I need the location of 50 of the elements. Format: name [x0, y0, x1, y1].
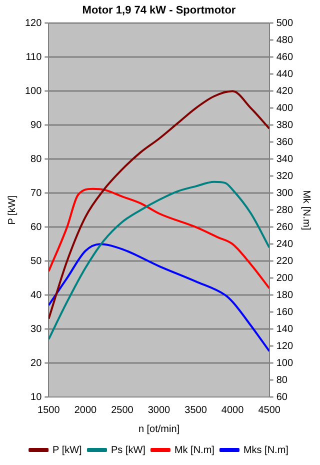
y2-tick-label: 480: [276, 34, 294, 46]
y2-tick-label: 380: [276, 120, 294, 131]
y2-tick-label: 460: [276, 52, 294, 63]
x-tick-label: 2000: [74, 404, 98, 416]
y-tick-label: 30: [30, 324, 42, 335]
y2-tick-label: 220: [276, 256, 294, 267]
y2-tick-label: 120: [276, 340, 294, 352]
y-tick-label: 20: [30, 358, 42, 369]
legend-label: Mks [N.m]: [243, 444, 289, 456]
y-tick-label: 80: [30, 154, 42, 165]
y2-tick-label: 180: [276, 290, 294, 301]
y2-tick-label: 500: [276, 18, 294, 29]
y2-tick-label: 140: [276, 324, 294, 335]
y2-tick-label: 200: [276, 272, 294, 284]
y2-axis-title: Mk [N.m]: [300, 190, 312, 230]
y2-tick-label: 240: [276, 238, 294, 250]
x-tick-label: 2500: [111, 404, 134, 416]
y-tick-label: 50: [30, 256, 42, 267]
legend-label: P [kW]: [52, 444, 82, 456]
x-tick-label: 1500: [38, 404, 60, 416]
y-tick-label: 120: [24, 18, 42, 29]
y2-tick-label: 360: [276, 136, 294, 148]
x-tick-label: 4000: [221, 404, 244, 416]
y2-tick-label: 280: [276, 204, 294, 216]
y2-tick-label: 100: [276, 358, 294, 369]
y2-tick-label: 420: [276, 86, 294, 97]
y2-tick-label: 400: [276, 102, 294, 114]
y-tick-label: 100: [24, 86, 42, 97]
chart-title: Motor 1,9 74 kW - Sportmotor: [82, 4, 236, 17]
y2-tick-label: 160: [276, 306, 294, 318]
x-tick-label: 3000: [148, 404, 171, 416]
y-tick-label: 60: [30, 222, 42, 233]
legend-label: Ps [kW]: [111, 444, 146, 456]
y-tick-label: 90: [30, 120, 42, 131]
y2-tick-label: 260: [276, 222, 294, 233]
y-axis-title: P [kW]: [6, 195, 18, 225]
x-tick-label: 4500: [258, 404, 281, 416]
legend-label: Mk [N.m]: [174, 444, 215, 456]
x-tick-label: 3500: [184, 404, 208, 416]
x-axis-title: n [ot/min]: [138, 424, 180, 435]
y-tick-label: 10: [30, 392, 42, 403]
y2-tick-label: 60: [276, 392, 288, 403]
y-tick-label: 40: [30, 290, 42, 301]
y2-tick-label: 440: [276, 68, 294, 80]
y2-tick-label: 320: [276, 170, 294, 182]
y2-tick-label: 340: [276, 154, 294, 165]
y2-tick-label: 300: [276, 188, 294, 199]
y-tick-label: 70: [30, 188, 42, 199]
y2-tick-label: 80: [276, 374, 288, 386]
y-tick-label: 110: [26, 52, 42, 63]
